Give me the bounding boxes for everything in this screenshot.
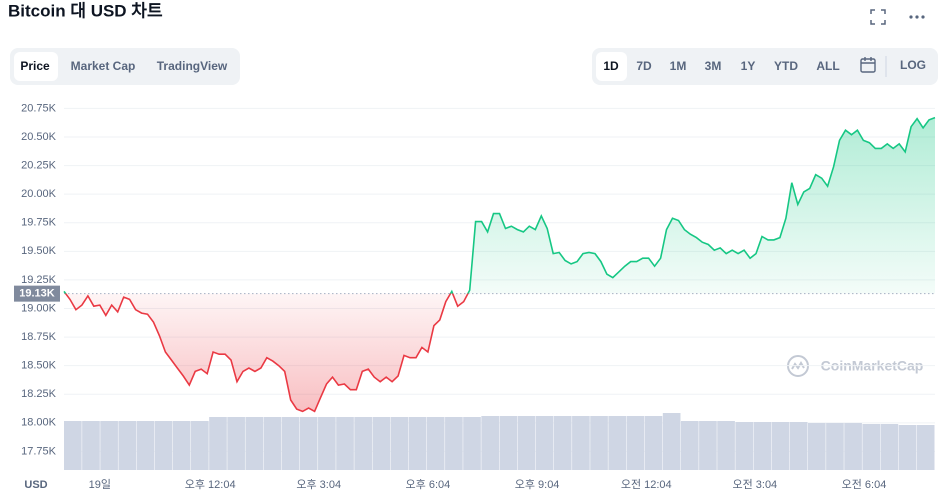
volume-bar bbox=[916, 425, 935, 470]
volume-bar bbox=[336, 417, 354, 470]
log-button[interactable]: LOG bbox=[900, 58, 926, 72]
y-tick-label: 19.00K bbox=[21, 302, 57, 314]
x-tick-label: 오후 12:04 bbox=[185, 478, 236, 491]
volume-bar bbox=[263, 417, 282, 470]
baseline-tag bbox=[14, 285, 60, 302]
volume-bar bbox=[517, 416, 536, 470]
tab[interactable]: Price bbox=[20, 59, 50, 73]
y-tick-label: 18.25K bbox=[21, 388, 57, 400]
volume-bar bbox=[699, 421, 717, 470]
volume-bar bbox=[445, 417, 463, 470]
y-tick-label: 20.00K bbox=[21, 188, 57, 200]
price-line bbox=[63, 116, 936, 413]
range-active bbox=[596, 52, 627, 81]
range[interactable]: ALL bbox=[816, 59, 839, 73]
range[interactable]: 7D bbox=[636, 59, 652, 73]
volume-bar bbox=[463, 417, 481, 470]
volume-bar bbox=[154, 421, 173, 470]
volume-bar bbox=[172, 421, 191, 470]
volume-bar bbox=[499, 416, 518, 470]
volume-bar bbox=[535, 416, 554, 470]
volume-bar bbox=[227, 417, 245, 470]
y-tick-label: 17.75K bbox=[21, 445, 57, 457]
y-tick-label: 18.00K bbox=[21, 417, 57, 429]
volume-bar bbox=[118, 421, 137, 470]
volume-bar bbox=[789, 422, 808, 470]
volume-bar bbox=[898, 425, 917, 470]
volume-bar bbox=[318, 417, 336, 470]
volume-bar bbox=[862, 424, 881, 470]
y-tick-label: 19.25K bbox=[21, 274, 57, 286]
baseline-label: 19.13K bbox=[19, 288, 55, 300]
volume-bar bbox=[136, 421, 155, 470]
volume-bar bbox=[408, 417, 427, 470]
x-tick-label: 오전 6:04 bbox=[842, 478, 887, 491]
volume-bar bbox=[807, 423, 826, 470]
volume-bar bbox=[626, 416, 645, 470]
volume-bar bbox=[191, 421, 209, 470]
volume-bar bbox=[553, 416, 572, 470]
volume-bar bbox=[281, 417, 300, 470]
volume-bar bbox=[390, 417, 409, 470]
volume-bar bbox=[771, 422, 790, 470]
x-tick-label: 오후 6:04 bbox=[406, 478, 451, 491]
volume-bar bbox=[735, 422, 754, 470]
y-tick-label: 20.25K bbox=[21, 160, 57, 172]
volume-bar bbox=[753, 422, 772, 470]
x-tick-label: 오전 3:04 bbox=[732, 478, 777, 491]
y-axis-label: USD bbox=[24, 479, 47, 491]
volume-bar bbox=[717, 421, 735, 470]
volume-bar bbox=[209, 417, 227, 470]
range[interactable]: 1Y bbox=[741, 59, 756, 73]
y-tick-label: 19.50K bbox=[21, 245, 57, 257]
volume-bar bbox=[354, 417, 372, 470]
volume-bar bbox=[590, 416, 608, 470]
range[interactable]: YTD bbox=[774, 59, 798, 73]
volume-bar bbox=[572, 416, 590, 470]
volume-bar bbox=[680, 421, 699, 470]
volume-bar bbox=[880, 424, 899, 470]
tab[interactable]: TradingView bbox=[157, 59, 228, 73]
x-tick-label: 오후 9:04 bbox=[515, 478, 560, 491]
x-tick-label: 오전 12:04 bbox=[621, 478, 672, 491]
range[interactable]: 1M bbox=[670, 59, 687, 73]
volume-bar bbox=[372, 417, 391, 470]
volume-bar bbox=[100, 421, 118, 470]
y-tick-label: 19.75K bbox=[21, 217, 57, 229]
volume-bar bbox=[844, 423, 862, 470]
volume-bar bbox=[644, 416, 663, 470]
tab[interactable]: Market Cap bbox=[71, 59, 136, 73]
tab-group bbox=[10, 48, 240, 85]
x-tick-label: 19일 bbox=[89, 477, 111, 491]
tab-active bbox=[14, 52, 58, 81]
volume-bar bbox=[426, 417, 445, 470]
title: Bitcoin 대 USD 차트 bbox=[8, 1, 163, 20]
range-group bbox=[592, 48, 938, 85]
y-tick-label: 18.75K bbox=[21, 331, 57, 343]
y-tick-label: 20.50K bbox=[21, 131, 57, 143]
volume-bar bbox=[245, 417, 264, 470]
more-icon[interactable] bbox=[909, 15, 925, 19]
volume-bar bbox=[299, 417, 318, 470]
y-tick-label: 18.50K bbox=[21, 360, 57, 372]
volume-bar bbox=[82, 421, 100, 470]
volume-bar bbox=[481, 416, 499, 470]
volume-bar bbox=[826, 423, 844, 470]
volume-bar bbox=[662, 413, 681, 470]
fullscreen-icon[interactable] bbox=[870, 9, 886, 25]
volume-bar bbox=[608, 416, 627, 470]
range[interactable]: 1D bbox=[603, 59, 619, 73]
volume-bar bbox=[64, 421, 82, 470]
price-area bbox=[64, 117, 935, 412]
calendar-icon[interactable] bbox=[860, 57, 876, 73]
range[interactable]: 3M bbox=[705, 59, 722, 73]
x-tick-label: 오후 3:04 bbox=[296, 478, 341, 491]
y-tick-label: 20.75K bbox=[21, 102, 57, 114]
